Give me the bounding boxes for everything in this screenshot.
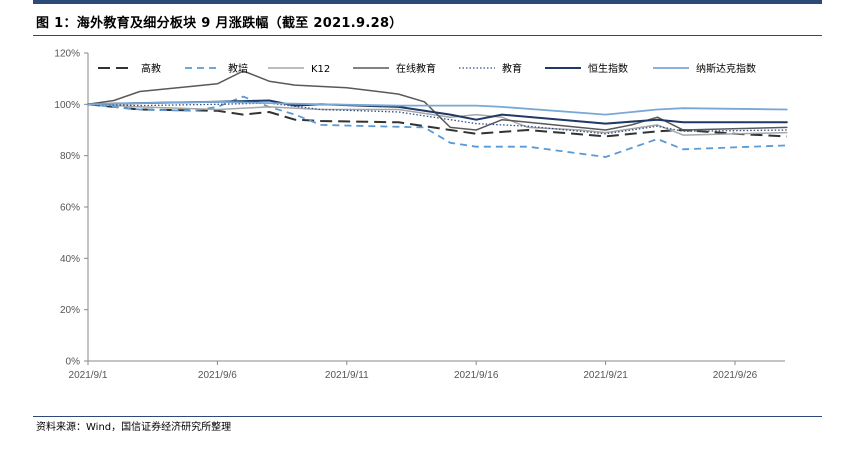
legend-label-5: 恒生指数 <box>588 62 628 75</box>
y-tick-label: 100% <box>54 100 80 111</box>
title-rule <box>33 35 822 36</box>
series-line-1 <box>87 95 787 158</box>
figure-title: 图 1：海外教育及细分板块 9 月涨跌幅（截至 2021.9.28） <box>36 16 403 31</box>
source-rule <box>33 416 822 417</box>
x-tick-label: 2021/9/11 <box>325 370 369 381</box>
series-line-6 <box>87 100 788 116</box>
legend-label-4: 教育 <box>502 62 522 75</box>
y-tick-label: 120% <box>54 49 80 60</box>
x-tick-label: 2021/9/26 <box>713 370 758 381</box>
y-tick-label: 0% <box>66 357 81 368</box>
chart-legend: 高教 教培 K12 在线教育 教育 恒生指数 纳斯达克指数 <box>98 62 756 75</box>
top-rule <box>33 0 822 4</box>
legend-label-3: 在线教育 <box>396 62 436 75</box>
legend-label-0: 高教 <box>141 62 161 75</box>
chart-series <box>87 70 788 158</box>
legend-label-2: K12 <box>311 64 330 75</box>
x-tick-label: 2021/9/16 <box>454 370 499 381</box>
y-tick-label: 40% <box>60 254 80 265</box>
series-line-2 <box>87 103 788 136</box>
y-tick-label: 20% <box>60 305 80 316</box>
x-tick-label: 2021/9/1 <box>69 370 108 381</box>
source-note: 资料来源：Wind，国信证券经济研究所整理 <box>36 422 232 433</box>
series-line-5 <box>87 99 788 125</box>
y-tick-label: 80% <box>60 151 80 162</box>
series-line-4 <box>87 102 787 135</box>
y-tick-label: 60% <box>60 203 80 214</box>
legend-label-6: 纳斯达克指数 <box>696 62 756 75</box>
chart-axes: 0% 20% 40% 60% 80% 100% 120% 2021/9/1 2021/9/6 20… <box>54 49 785 381</box>
series-line-3 <box>87 70 788 131</box>
legend-label-1: 教培 <box>228 62 248 75</box>
x-tick-label: 2021/9/6 <box>198 370 237 381</box>
x-tick-label: 2021/9/21 <box>583 370 628 381</box>
